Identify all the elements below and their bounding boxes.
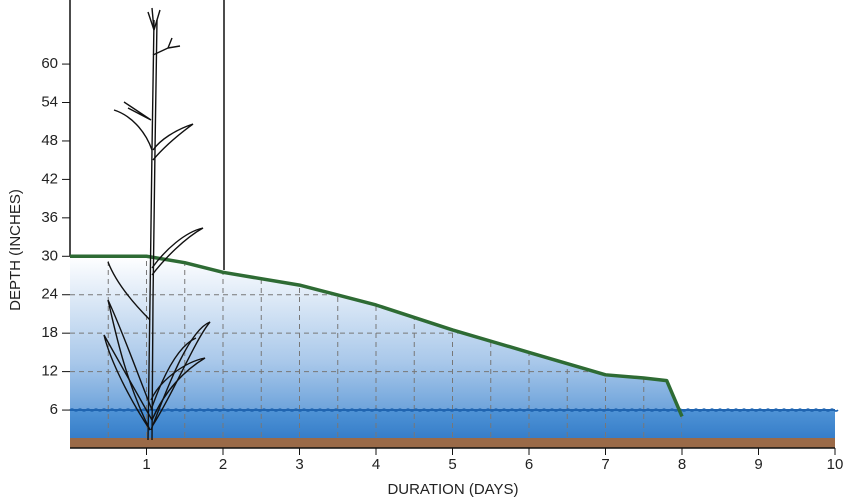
y-tick-label: 30: [41, 247, 58, 264]
ground: [70, 438, 835, 448]
y-tick-label: 6: [50, 401, 58, 418]
y-tick-label: 12: [41, 363, 58, 380]
x-tick-label: 4: [372, 456, 380, 473]
x-tick-label: 9: [754, 456, 762, 473]
y-axis-title: DEPTH (INCHES): [7, 189, 24, 311]
y-tick-label: 24: [41, 286, 58, 303]
y-tick-label: 54: [41, 93, 58, 110]
y-tick-label: 18: [41, 324, 58, 341]
x-tick-label: 1: [142, 456, 150, 473]
y-tick-label: 42: [41, 170, 58, 187]
y-tick-label: 48: [41, 132, 58, 149]
x-tick-label: 7: [601, 456, 609, 473]
x-tick-label: 3: [295, 456, 303, 473]
y-tick-label: 36: [41, 209, 58, 226]
x-axis-title: DURATION (DAYS): [387, 481, 518, 498]
x-tick-label: 6: [525, 456, 533, 473]
x-tick-label: 5: [448, 456, 456, 473]
y-tick-label: 60: [41, 55, 58, 72]
water-wave: [69, 408, 839, 412]
x-tick-label: 2: [219, 456, 227, 473]
grid: [70, 256, 682, 449]
x-tick-label: 10: [827, 456, 844, 473]
line-series: [70, 254, 684, 418]
x-tick-label: 8: [678, 456, 686, 473]
plant-illustration: [103, 7, 211, 441]
